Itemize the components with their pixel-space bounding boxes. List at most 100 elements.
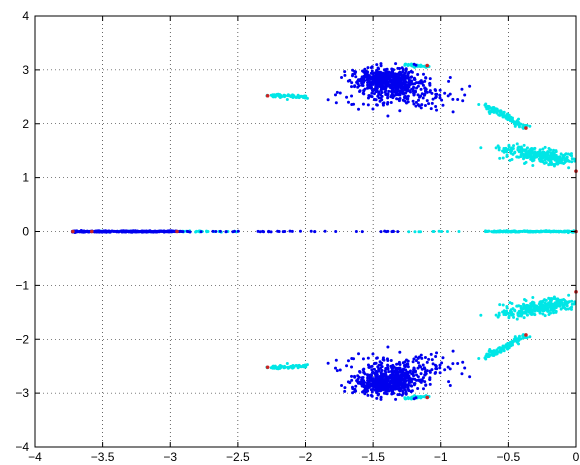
blue-point xyxy=(438,96,442,100)
blue-point xyxy=(389,384,393,388)
cyan-point xyxy=(521,333,525,337)
cyan-point xyxy=(524,299,528,303)
blue-point xyxy=(409,384,413,388)
blue-point xyxy=(366,381,370,385)
blue-point xyxy=(368,81,372,85)
cyan-point xyxy=(530,150,534,154)
cyan-point xyxy=(507,113,511,117)
blue-point xyxy=(290,229,294,233)
blue-point xyxy=(145,230,149,234)
blue-point xyxy=(362,92,366,96)
blue-point xyxy=(377,67,381,71)
blue-point xyxy=(384,74,388,78)
cyan-point xyxy=(432,230,436,234)
cyan-point xyxy=(532,312,536,316)
cyan-point xyxy=(507,314,511,318)
blue-point xyxy=(379,75,383,79)
y-tick-label: −3 xyxy=(15,386,29,400)
cyan-point xyxy=(507,145,511,149)
cyan-point xyxy=(528,154,532,158)
blue-point xyxy=(370,368,374,372)
blue-point xyxy=(423,104,427,108)
blue-point xyxy=(406,77,410,80)
blue-point xyxy=(358,89,362,93)
cyan-point xyxy=(286,94,290,98)
blue-point xyxy=(385,67,389,71)
blue-point xyxy=(423,92,427,96)
blue-point xyxy=(407,376,411,380)
cyan-point xyxy=(406,62,410,66)
blue-point xyxy=(460,87,464,91)
cyan-point xyxy=(292,95,296,99)
blue-point xyxy=(363,392,367,396)
blue-point xyxy=(434,104,438,108)
blue-point xyxy=(350,374,354,378)
blue-point xyxy=(334,229,338,233)
blue-point xyxy=(400,368,404,372)
cyan-point xyxy=(516,122,520,126)
blue-point xyxy=(428,82,432,86)
blue-point xyxy=(393,375,397,379)
blue-point xyxy=(390,391,394,395)
cyan-point xyxy=(519,145,523,149)
blue-point xyxy=(360,383,364,387)
cyan-point xyxy=(528,305,532,309)
cyan-point xyxy=(504,230,508,234)
blue-point xyxy=(351,68,355,72)
y-tick-label: 4 xyxy=(22,9,29,23)
blue-point xyxy=(377,392,381,396)
blue-point xyxy=(434,95,438,99)
blue-point xyxy=(417,355,421,359)
blue-point xyxy=(379,88,383,92)
cyan-point xyxy=(537,230,541,234)
blue-point xyxy=(354,384,358,388)
blue-point xyxy=(309,229,313,233)
cyan-point xyxy=(524,311,528,315)
blue-point xyxy=(430,101,434,105)
blue-point xyxy=(412,62,416,66)
blue-point xyxy=(256,229,260,233)
cyan-point xyxy=(548,302,552,306)
blue-point xyxy=(374,375,378,379)
blue-point xyxy=(391,363,395,367)
blue-point xyxy=(357,375,361,379)
blue-point xyxy=(386,379,390,383)
x-tick-label: −3 xyxy=(163,450,177,464)
blue-point xyxy=(421,72,425,76)
blue-point xyxy=(371,76,375,80)
blue-point xyxy=(416,73,420,77)
blue-point xyxy=(391,385,395,389)
blue-point xyxy=(389,79,393,83)
blue-point xyxy=(420,92,424,96)
x-tick-label: −2 xyxy=(299,450,313,464)
x-tick-label: −0.5 xyxy=(497,450,521,464)
cyan-point xyxy=(512,315,516,319)
endpoint-marker xyxy=(425,63,430,68)
blue-point xyxy=(370,95,374,99)
blue-point xyxy=(366,78,370,82)
blue-point xyxy=(351,391,355,395)
cyan-point xyxy=(551,308,555,312)
blue-point xyxy=(373,98,377,102)
cyan-point xyxy=(495,110,499,114)
cyan-point xyxy=(404,62,408,66)
cyan-point xyxy=(525,305,529,309)
cyan-point xyxy=(570,302,574,306)
blue-point xyxy=(338,91,342,95)
blue-point xyxy=(377,96,381,100)
cyan-point xyxy=(539,154,543,158)
blue-point xyxy=(387,89,391,93)
blue-point xyxy=(214,229,218,233)
cyan-point xyxy=(285,98,289,102)
blue-point xyxy=(367,73,371,77)
blue-point xyxy=(431,362,435,366)
blue-point xyxy=(448,383,452,387)
blue-point xyxy=(407,70,411,74)
blue-point xyxy=(419,79,423,83)
blue-point xyxy=(380,91,384,95)
blue-point xyxy=(413,82,417,86)
blue-point xyxy=(420,356,424,360)
blue-point xyxy=(456,362,460,366)
cyan-point xyxy=(567,159,571,163)
